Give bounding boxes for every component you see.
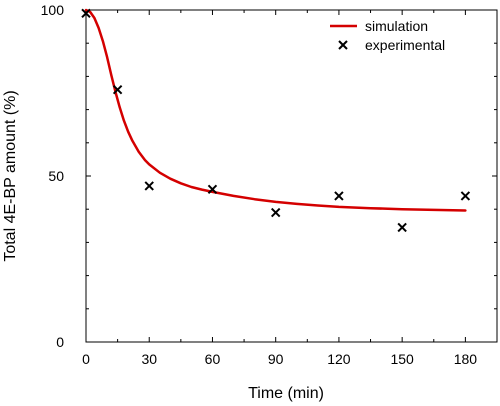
x-tick-label: 90 bbox=[268, 351, 284, 367]
experimental-point-stroke-b bbox=[460, 191, 471, 201]
x-axis-label: Time (min) bbox=[248, 385, 324, 402]
legend-swatch-experimental-b bbox=[338, 40, 348, 50]
experimental-point bbox=[81, 8, 91, 19]
x-tick-label: 60 bbox=[205, 351, 221, 367]
series-line-simulation bbox=[84, 8, 467, 212]
experimental-point-stroke-b bbox=[81, 8, 91, 19]
x-tick-label: 120 bbox=[327, 351, 351, 367]
y-tick-label: 50 bbox=[48, 168, 64, 184]
experimental-point-stroke-b bbox=[270, 207, 281, 218]
x-tick-label: 30 bbox=[141, 351, 157, 367]
experimental-point-stroke-b bbox=[144, 181, 154, 191]
y-axis-label: Total 4E-BP amount (%) bbox=[2, 90, 19, 261]
experimental-point bbox=[112, 84, 123, 95]
x-tick-label: 150 bbox=[390, 351, 414, 367]
experimental-point bbox=[334, 191, 344, 201]
legend: simulation experimental bbox=[330, 18, 445, 53]
experimental-point-stroke-b bbox=[334, 191, 344, 201]
plot-frame bbox=[85, 9, 498, 343]
legend-label: simulation bbox=[365, 18, 428, 34]
y-tick-label: 0 bbox=[56, 334, 64, 350]
experimental-point bbox=[270, 207, 281, 218]
experimental-point-stroke-b bbox=[207, 184, 218, 194]
y-tick-label: 100 bbox=[41, 2, 65, 18]
x-tick-label: 180 bbox=[454, 351, 478, 367]
experimental-point bbox=[207, 184, 218, 194]
experimental-point-stroke-b bbox=[112, 84, 123, 95]
experimental-point bbox=[460, 191, 471, 201]
experimental-point-stroke-b bbox=[397, 222, 407, 233]
plot-area: 0 30 60 90 120 150 180 0 50 100 bbox=[41, 2, 498, 367]
x-tick-label: 0 bbox=[82, 351, 90, 367]
experimental-point bbox=[397, 222, 407, 233]
experimental-point bbox=[144, 181, 154, 191]
legend-label: experimental bbox=[365, 37, 445, 53]
